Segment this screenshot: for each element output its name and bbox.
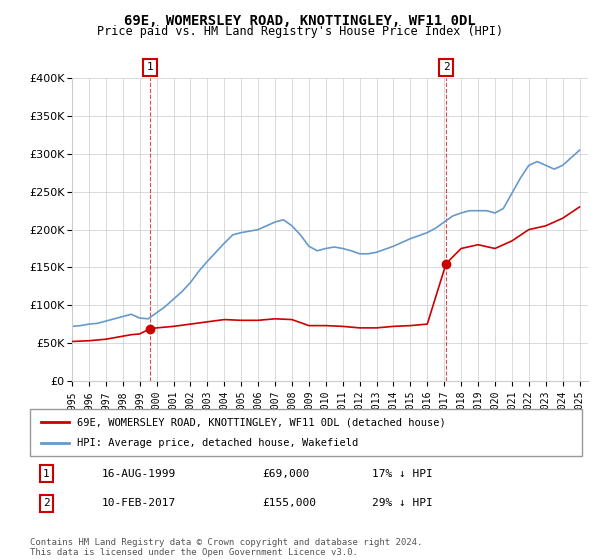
Text: 1: 1 (43, 469, 50, 479)
Text: Price paid vs. HM Land Registry's House Price Index (HPI): Price paid vs. HM Land Registry's House … (97, 25, 503, 38)
Text: 69E, WOMERSLEY ROAD, KNOTTINGLEY, WF11 0DL: 69E, WOMERSLEY ROAD, KNOTTINGLEY, WF11 0… (124, 14, 476, 28)
Text: Contains HM Land Registry data © Crown copyright and database right 2024.
This d: Contains HM Land Registry data © Crown c… (30, 538, 422, 557)
FancyBboxPatch shape (30, 409, 582, 456)
Text: 69E, WOMERSLEY ROAD, KNOTTINGLEY, WF11 0DL (detached house): 69E, WOMERSLEY ROAD, KNOTTINGLEY, WF11 0… (77, 417, 446, 427)
Text: 10-FEB-2017: 10-FEB-2017 (102, 498, 176, 508)
Text: 16-AUG-1999: 16-AUG-1999 (102, 469, 176, 479)
Text: 2: 2 (443, 62, 449, 72)
Text: 17% ↓ HPI: 17% ↓ HPI (372, 469, 433, 479)
Text: 2: 2 (43, 498, 50, 508)
Text: 1: 1 (147, 62, 154, 72)
Text: HPI: Average price, detached house, Wakefield: HPI: Average price, detached house, Wake… (77, 438, 358, 448)
Text: £155,000: £155,000 (262, 498, 316, 508)
Text: £69,000: £69,000 (262, 469, 309, 479)
Text: 29% ↓ HPI: 29% ↓ HPI (372, 498, 433, 508)
